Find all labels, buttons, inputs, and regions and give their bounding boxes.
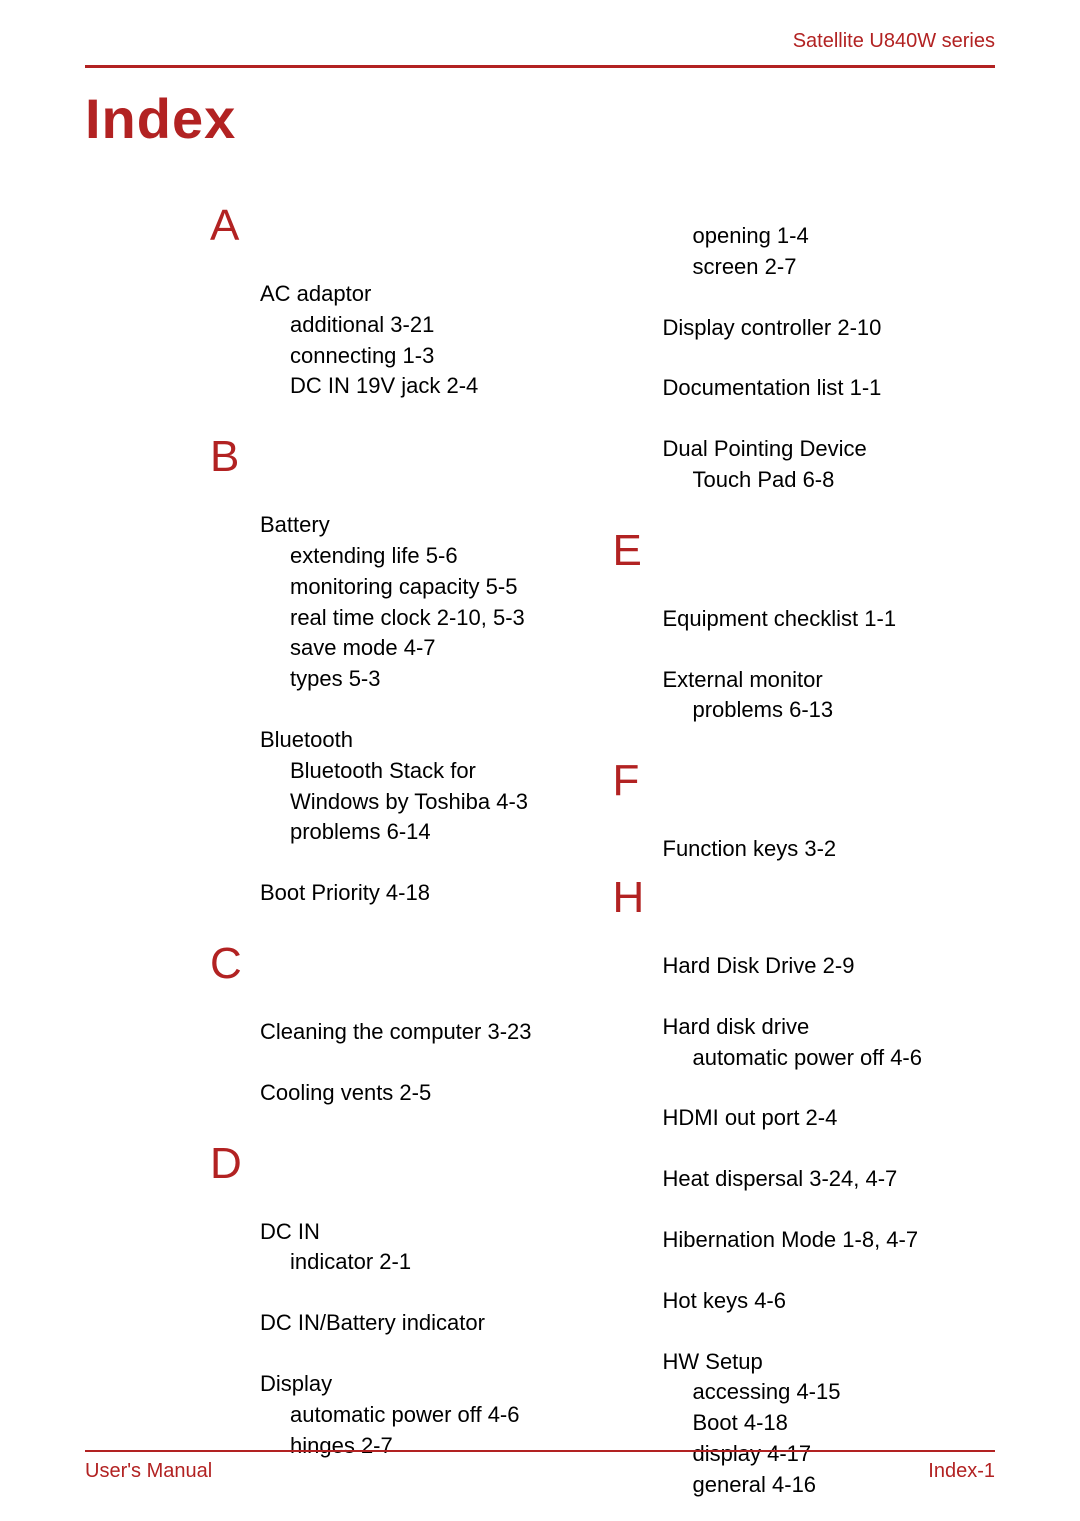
footer-right: Index-1 — [928, 1460, 995, 1483]
index-top: Battery — [210, 510, 593, 541]
index-top: Function keys 3-2 — [613, 834, 996, 865]
entry-hot-keys: Hot keys 4-6 — [613, 1286, 996, 1317]
entry-external-monitor: External monitor problems 6-13 — [613, 665, 996, 727]
index-top: Cooling vents 2-5 — [210, 1078, 593, 1109]
index-sub: connecting 1-3 — [210, 341, 593, 372]
entry-battery: Battery extending life 5-6 monitoring ca… — [210, 510, 593, 695]
left-column: A AC adaptor additional 3-21 connecting … — [210, 201, 593, 1501]
index-top: Hibernation Mode 1-8, 4-7 — [613, 1225, 996, 1256]
index-top: Display controller 2-10 — [613, 313, 996, 344]
entry-cleaning: Cleaning the computer 3-23 — [210, 1017, 593, 1048]
index-top: Display — [210, 1369, 593, 1400]
header-series: Satellite U840W series — [85, 30, 995, 65]
index-top: Dual Pointing Device — [613, 434, 996, 465]
index-top: Bluetooth — [210, 725, 593, 756]
index-sub: Bluetooth Stack for — [210, 756, 593, 787]
entry-display-controller: Display controller 2-10 — [613, 313, 996, 344]
right-column: opening 1-4 screen 2-7 Display controlle… — [613, 201, 996, 1501]
entry-function-keys: Function keys 3-2 — [613, 834, 996, 865]
index-sub: screen 2-7 — [613, 252, 996, 283]
page-title: Index — [85, 86, 995, 151]
top-rule — [85, 65, 995, 68]
index-top: Heat dispersal 3-24, 4-7 — [613, 1164, 996, 1195]
index-top: Documentation list 1-1 — [613, 373, 996, 404]
index-top: HDMI out port 2-4 — [613, 1103, 996, 1134]
entry-dual-pointing: Dual Pointing Device Touch Pad 6-8 — [613, 434, 996, 496]
entry-bluetooth: Bluetooth Bluetooth Stack for Windows by… — [210, 725, 593, 848]
index-top: DC IN/Battery indicator — [210, 1308, 593, 1339]
entry-hdmi: HDMI out port 2-4 — [613, 1103, 996, 1134]
entry-hibernation: Hibernation Mode 1-8, 4-7 — [613, 1225, 996, 1256]
index-sub: problems 6-14 — [210, 817, 593, 848]
index-sub: Windows by Toshiba 4-3 — [210, 787, 593, 818]
page-footer: User's Manual Index-1 — [85, 1450, 995, 1483]
letter-b: B — [210, 432, 593, 482]
entry-ac-adaptor: AC adaptor additional 3-21 connecting 1-… — [210, 279, 593, 402]
entry-dc-in-battery: DC IN/Battery indicator — [210, 1308, 593, 1339]
entry-dc-in: DC IN indicator 2-1 — [210, 1217, 593, 1279]
index-sub: monitoring capacity 5-5 — [210, 572, 593, 603]
index-sub: save mode 4-7 — [210, 633, 593, 664]
footer-left: User's Manual — [85, 1460, 212, 1483]
index-top: DC IN — [210, 1217, 593, 1248]
index-sub: problems 6-13 — [613, 695, 996, 726]
index-top: External monitor — [613, 665, 996, 696]
letter-e: E — [613, 526, 996, 576]
index-sub: DC IN 19V jack 2-4 — [210, 371, 593, 402]
index-top: Hard Disk Drive 2-9 — [613, 951, 996, 982]
letter-h: H — [613, 873, 996, 923]
entry-heat-dispersal: Heat dispersal 3-24, 4-7 — [613, 1164, 996, 1195]
index-top: Cleaning the computer 3-23 — [210, 1017, 593, 1048]
letter-f: F — [613, 756, 996, 806]
entry-display: Display automatic power off 4-6 hinges 2… — [210, 1369, 593, 1461]
index-top: Equipment checklist 1-1 — [613, 604, 996, 635]
entry-cooling-vents: Cooling vents 2-5 — [210, 1078, 593, 1109]
entry-hard-disk-drive: Hard Disk Drive 2-9 — [613, 951, 996, 982]
index-sub: opening 1-4 — [613, 221, 996, 252]
letter-c: C — [210, 939, 593, 989]
entry-boot-priority: Boot Priority 4-18 — [210, 878, 593, 909]
index-sub: automatic power off 4-6 — [210, 1400, 593, 1431]
index-top: Hard disk drive — [613, 1012, 996, 1043]
index-columns: A AC adaptor additional 3-21 connecting … — [85, 201, 995, 1501]
index-sub: accessing 4-15 — [613, 1377, 996, 1408]
entry-equipment-checklist: Equipment checklist 1-1 — [613, 604, 996, 635]
index-sub: Boot 4-18 — [613, 1408, 996, 1439]
index-sub: automatic power off 4-6 — [613, 1043, 996, 1074]
index-sub: Touch Pad 6-8 — [613, 465, 996, 496]
index-sub: additional 3-21 — [210, 310, 593, 341]
letter-d: D — [210, 1139, 593, 1189]
entry-documentation-list: Documentation list 1-1 — [613, 373, 996, 404]
index-sub: extending life 5-6 — [210, 541, 593, 572]
index-top: HW Setup — [613, 1347, 996, 1378]
index-top: Hot keys 4-6 — [613, 1286, 996, 1317]
entry-hard-disk-drive-2: Hard disk drive automatic power off 4-6 — [613, 1012, 996, 1074]
index-top: Boot Priority 4-18 — [210, 878, 593, 909]
entry-display-cont: opening 1-4 screen 2-7 — [613, 221, 996, 283]
index-sub: real time clock 2-10, 5-3 — [210, 603, 593, 634]
index-top: AC adaptor — [210, 279, 593, 310]
index-sub: indicator 2-1 — [210, 1247, 593, 1278]
index-sub: types 5-3 — [210, 664, 593, 695]
letter-a: A — [210, 201, 593, 251]
